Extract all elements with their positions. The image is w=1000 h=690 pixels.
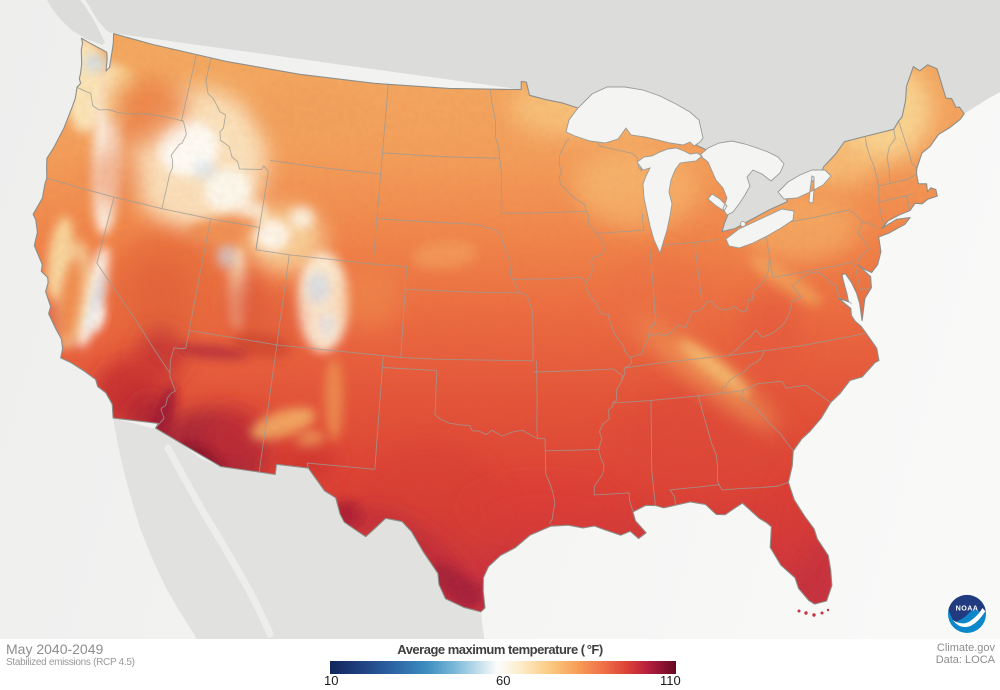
svg-text:NOAA: NOAA: [956, 604, 979, 613]
